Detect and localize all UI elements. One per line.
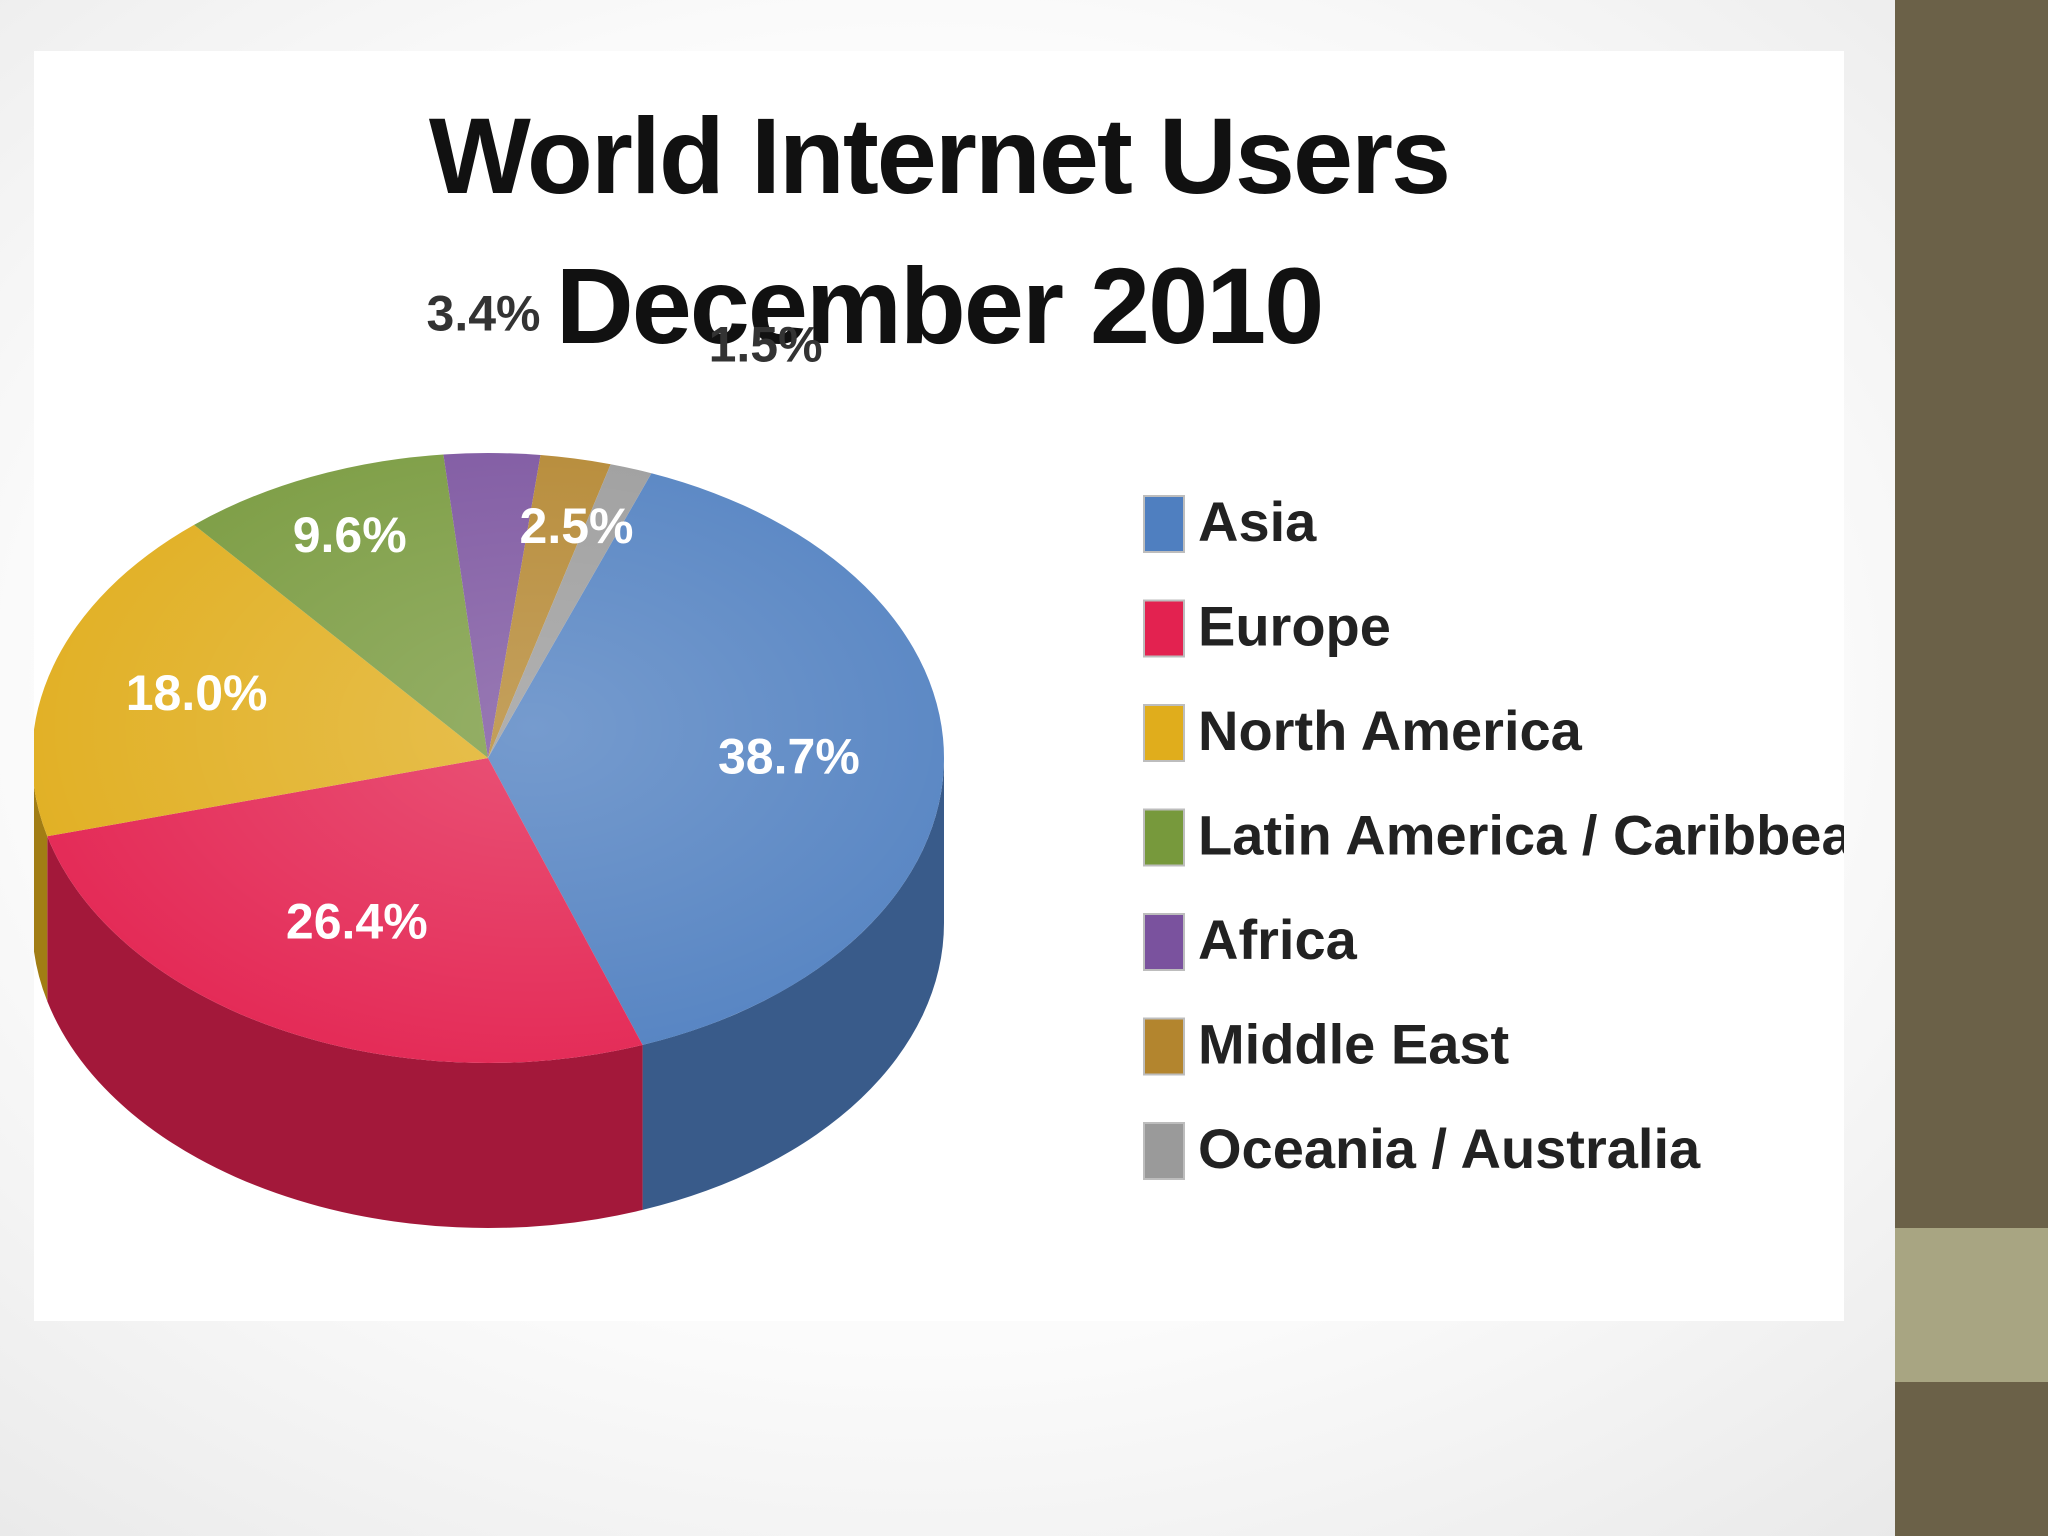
legend-swatch-latin-america-caribbean — [1143, 808, 1185, 867]
data-label-africa: 3.4% — [427, 285, 541, 341]
legend-swatch-europe — [1143, 599, 1185, 658]
legend-label-latin-america-caribbean: Latin America / Caribbean — [1198, 803, 1844, 866]
pie-side-north-america — [34, 785, 48, 1002]
pie-labels: 38.7% 26.4% 18.0% 9.6% 3.4% 2.5% 1.5% — [126, 285, 860, 949]
data-label-middle-east: 2.5% — [520, 498, 634, 554]
legend-label-middle-east: Middle East — [1198, 1012, 1509, 1075]
data-label-asia: 38.7% — [718, 728, 860, 784]
pie-top — [34, 453, 944, 1063]
pie-sides — [34, 758, 944, 1228]
chart-title-block: World Internet Users December 2010 — [34, 81, 1844, 381]
side-accent — [1895, 1228, 2048, 1382]
data-label-oceania-australia: 1.5% — [709, 316, 823, 372]
legend-swatch-asia — [1143, 495, 1185, 553]
legend-swatch-africa — [1143, 913, 1185, 971]
legend-label-africa: Africa — [1198, 908, 1358, 971]
chart-subtitle: December 2010 — [555, 245, 1325, 366]
data-label-latin-america-caribbean: 9.6% — [293, 507, 407, 563]
chart-panel: World Internet Users December 2010 38.7%… — [34, 51, 1844, 1321]
chart-title: World Internet Users — [428, 95, 1451, 216]
legend-label-asia: Asia — [1198, 490, 1317, 553]
legend: Asia Europe North America Latin America / C… — [1143, 490, 1844, 1180]
pie-side-asia — [642, 758, 944, 1210]
data-label-north-america: 18.0% — [126, 665, 268, 721]
legend-swatch-oceania-australia — [1143, 1122, 1185, 1180]
legend-label-oceania-australia: Oceania / Australia — [1198, 1117, 1701, 1180]
legend-swatch-middle-east — [1143, 1017, 1185, 1076]
pie-chart: 38.7% 26.4% 18.0% 9.6% 3.4% 2.5% 1.5% Asia Euro… — [34, 285, 1844, 1228]
legend-swatch-north-america — [1143, 704, 1185, 762]
legend-label-europe: Europe — [1198, 594, 1391, 657]
pie-side-europe — [47, 836, 643, 1228]
legend-label-north-america: North America — [1198, 699, 1583, 762]
data-label-europe: 26.4% — [286, 894, 428, 950]
pie-highlight — [34, 453, 944, 1063]
